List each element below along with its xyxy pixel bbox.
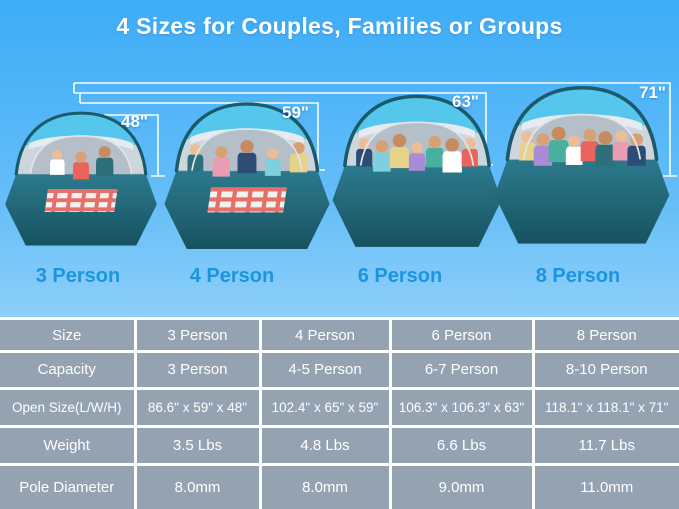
spec-cell: 3.5 Lbs [133,424,262,467]
height-label-59: 59" [282,103,309,122]
spec-cell: 9.0mm [388,463,535,509]
size-label-8-person: 8 Person [535,265,621,287]
spec-cell: Pole Diameter [0,463,137,509]
height-label-71: 71" [639,83,666,102]
spec-cell: 8.0mm [133,463,262,509]
spec-row-capacity: Capacity 3 Person 4-5 Person 6-7 Person … [0,350,679,390]
spec-cell: 4-5 Person [258,350,392,390]
spec-cell: 11.7 Lbs [531,424,679,467]
spec-row-pole-diameter: Pole Diameter 8.0mm 8.0mm 9.0mm 11.0mm [0,463,679,509]
tent-photo-3-person [2,104,160,250]
size-label-3-person: 3 Person [35,265,121,287]
spec-cell: 8.0mm [258,463,392,509]
spec-row-size: Size 3 Person 4 Person 6 Person 8 Person [0,316,679,354]
spec-cell: 4 Person [258,316,392,354]
spec-cell: 86.6" x 59" x 48" [133,386,262,428]
spec-cell: 8-10 Person [531,350,679,390]
spec-cell: 118.1" x 118.1" x 71" [531,386,679,428]
spec-cell: 4.8 Lbs [258,424,392,467]
spec-cell: Open Size(L/W/H) [0,386,137,428]
tent-photo-6-person [329,86,505,252]
size-label-4-person: 4 Person [189,265,275,287]
height-label-48: 48" [121,112,148,131]
spec-cell: 8 Person [531,316,679,354]
tent-photo-8-person [491,77,673,249]
height-label-63: 63" [452,92,479,111]
tent-photo-4-person [161,94,333,254]
spec-row-weight: Weight 3.5 Lbs 4.8 Lbs 6.6 Lbs 11.7 Lbs [0,424,679,467]
spec-table: Size 3 Person 4 Person 6 Person 8 Person… [0,316,679,509]
spec-cell: Size [0,316,137,354]
spec-cell: Capacity [0,350,137,390]
spec-cell: 3 Person [133,350,262,390]
spec-cell: 6.6 Lbs [388,424,535,467]
spec-cell: 106.3" x 106.3" x 63" [388,386,535,428]
spec-cell: Weight [0,424,137,467]
size-label-6-person: 6 Person [357,265,443,287]
spec-cell: 3 Person [133,316,262,354]
page-title: 4 Sizes for Couples, Families or Groups [116,13,563,39]
spec-cell: 6-7 Person [388,350,535,390]
spec-cell: 102.4" x 65" x 59" [258,386,392,428]
spec-row-open-size: Open Size(L/W/H) 86.6" x 59" x 48" 102.4… [0,386,679,428]
spec-cell: 6 Person [388,316,535,354]
spec-cell: 11.0mm [531,463,679,509]
